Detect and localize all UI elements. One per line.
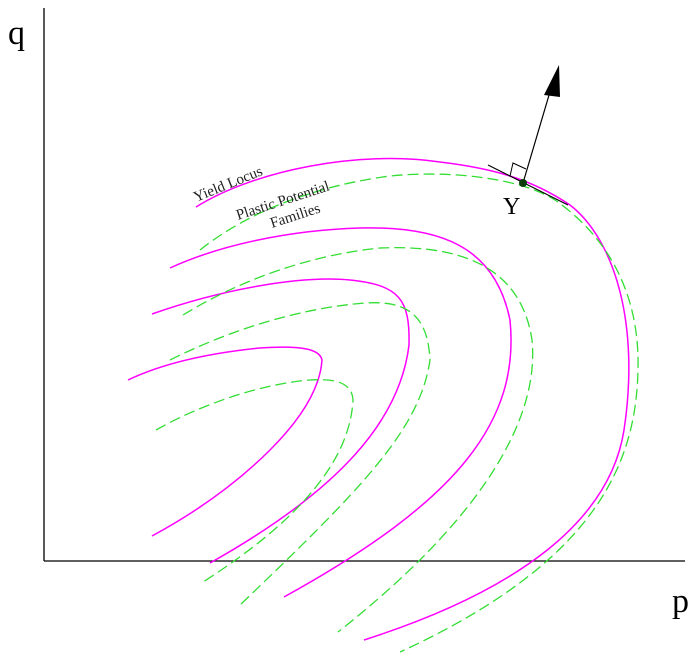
plastic-potential-curve-1	[199, 173, 639, 653]
tangent-line	[487, 164, 569, 206]
plastic-potential-curve-4	[155, 379, 354, 583]
yield-locus-family	[127, 157, 630, 641]
yield-locus-label: Yield Locus	[192, 164, 266, 206]
yield-point-label: Y	[503, 194, 520, 220]
normal-vector	[522, 84, 553, 184]
plastic-potential-curve-3	[169, 302, 431, 607]
q-axis-label: q	[8, 15, 25, 52]
normal-vector-arrowhead-icon	[544, 65, 560, 97]
yield-point-dot	[519, 179, 527, 187]
yield-locus-curve-3	[151, 278, 410, 564]
right-angle-marker	[509, 162, 527, 177]
yield-locus-curve-1	[195, 157, 630, 641]
yield-locus-curve-4	[127, 346, 323, 537]
yield-locus-curve-2	[169, 227, 512, 598]
p-axis-label: p	[672, 583, 689, 620]
plastic-potential-curve-2	[182, 247, 534, 633]
plastic-potential-family	[155, 173, 639, 653]
